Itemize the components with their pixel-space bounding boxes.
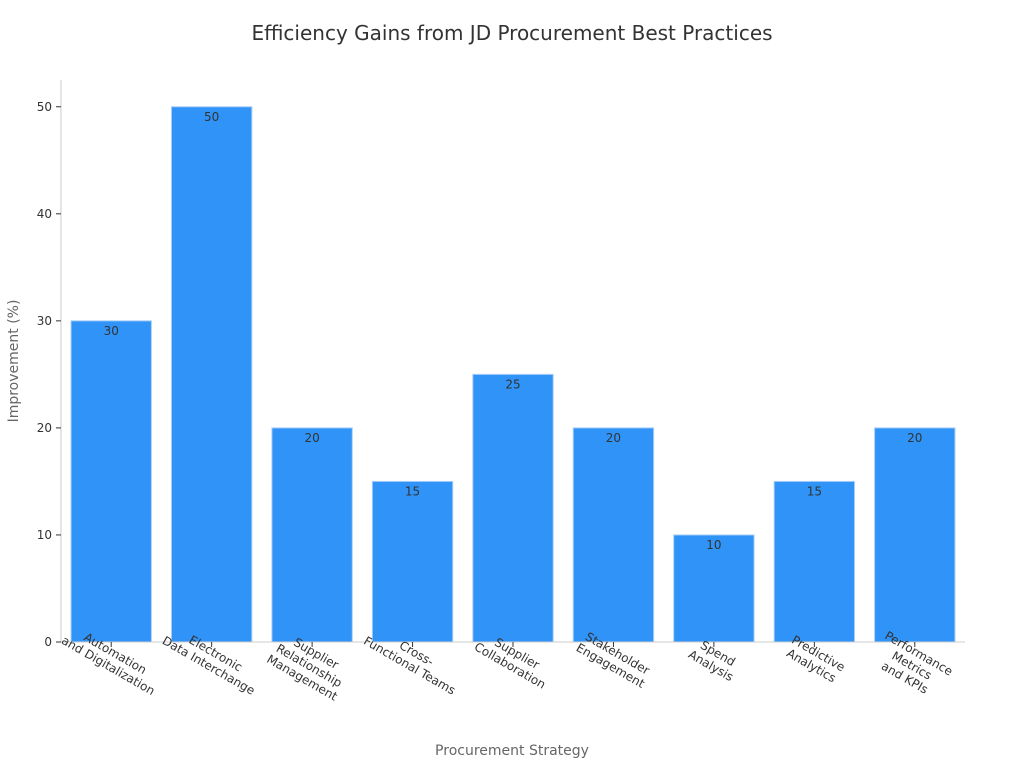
bar-value-label: 20 (907, 431, 922, 445)
bar (371, 480, 454, 643)
bar-value-label: 50 (204, 110, 219, 124)
bar (874, 427, 956, 643)
y-tick-label: 10 (37, 528, 52, 542)
bar-value-label: 15 (405, 484, 420, 498)
bar (572, 427, 655, 643)
y-tick-label: 40 (37, 207, 52, 221)
bar-value-label: 15 (807, 484, 822, 498)
bar (70, 320, 152, 643)
y-axis-title: Improvement (%) (6, 300, 22, 423)
bar (773, 480, 856, 643)
bars: 30 50 20 15 25 20 10 15 20 (70, 106, 956, 643)
bar (472, 373, 554, 643)
y-axis: 0 10 20 30 40 50 (37, 80, 62, 649)
y-tick-label: 20 (37, 421, 52, 435)
y-tick-label: 50 (37, 100, 52, 114)
bar-value-label: 10 (706, 538, 721, 552)
bar-value-label: 20 (304, 431, 319, 445)
bar-value-label: 25 (505, 377, 520, 391)
y-tick-label: 30 (37, 314, 52, 328)
bar (170, 106, 253, 643)
bar-value-label: 30 (104, 324, 119, 338)
bar (271, 427, 353, 643)
y-tick-label: 0 (44, 635, 52, 649)
bar-value-label: 20 (606, 431, 621, 445)
chart-title: Efficiency Gains from JD Procurement Bes… (251, 21, 772, 45)
x-axis-title: Procurement Strategy (435, 743, 589, 759)
